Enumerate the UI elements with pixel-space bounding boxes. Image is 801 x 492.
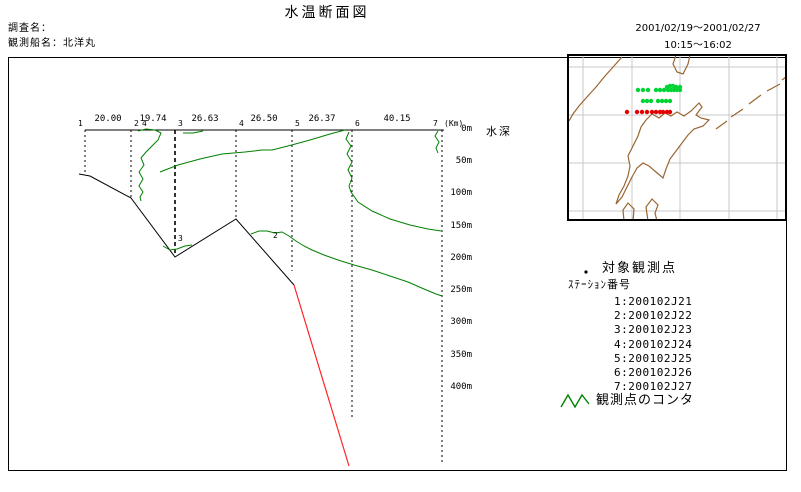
observation-date-range: 2001/02/19～2001/02/27 <box>635 23 761 34</box>
map-station-dot-green <box>645 87 651 93</box>
contour-value-label: 4 <box>142 119 147 128</box>
location-map <box>567 54 787 221</box>
segment-distance-label: 26.37 <box>308 114 336 124</box>
map-coastline <box>645 198 659 221</box>
depth-tick-label: 400m <box>450 382 472 392</box>
depth-tick-label: 250m <box>450 285 472 295</box>
depth-tick-label: 50m <box>455 156 472 166</box>
map-station-dot-green <box>640 98 646 104</box>
legend-station-number-label: ｽﾃｰｼｮﾝ番号 <box>568 278 631 291</box>
segment-distance-label: 40.15 <box>383 114 411 124</box>
map-station-dot-green <box>663 98 669 104</box>
map-station-dot-green <box>648 98 654 104</box>
map-coastline <box>672 54 691 75</box>
legend-station-id: 7:200102J27 <box>614 380 693 393</box>
map-coastline <box>615 102 711 205</box>
depth-tick-label: 0m <box>461 124 472 134</box>
map-station-dot-green <box>667 98 673 104</box>
station-number-label: 6 <box>355 119 360 128</box>
legend-contour-zigzag-icon <box>560 393 590 409</box>
temperature-contour-line <box>345 131 442 232</box>
temperature-contour-line <box>434 130 440 154</box>
map-station-dot-red <box>667 109 673 115</box>
station-number-label: 2 <box>134 119 139 128</box>
station-number-label: 5 <box>295 119 300 128</box>
survey-name-line: 調査名： <box>8 24 52 34</box>
map-station-dot-red <box>644 109 650 115</box>
map-station-dot-red <box>624 109 630 115</box>
page-title: 水温断面図 <box>284 5 370 21</box>
legend-station-id: 6:200102J26 <box>614 366 693 379</box>
depth-tick-label: 300m <box>450 317 472 327</box>
map-station-dot-green <box>659 98 665 104</box>
segment-distance-label: 19.74 <box>139 114 167 124</box>
map-station-dot-red <box>649 109 655 115</box>
observation-time-range: 10:15～16:02 <box>664 40 732 51</box>
contour-value-label: 3 <box>178 234 183 243</box>
map-station-dot-green <box>657 87 663 93</box>
segment-distance-label: 20.00 <box>94 114 122 124</box>
station-number-label: 1 <box>78 119 83 128</box>
map-station-dot-green <box>653 87 659 93</box>
station-number-label: 3 <box>178 119 183 128</box>
segment-distance-label: 26.50 <box>250 114 278 124</box>
red-extension-line <box>293 284 350 467</box>
legend-observation-points-label: 対象観測点 <box>602 261 678 276</box>
station-number-label: 4 <box>239 119 244 128</box>
vessel-name-line: 観測船名：北洋丸 <box>8 39 96 49</box>
map-coastline <box>730 108 744 118</box>
map-coastline <box>622 202 635 221</box>
temperature-contour-line <box>162 244 193 251</box>
segment-distance-label: 26.63 <box>191 114 219 124</box>
map-station-dot-green <box>644 98 650 104</box>
legend-graphics <box>560 270 590 409</box>
map-station-dot-green <box>635 87 641 93</box>
legend-station-id: 4:200102J24 <box>614 338 693 351</box>
legend-station-id: 2:200102J22 <box>614 309 693 322</box>
section-plot <box>78 128 444 467</box>
map-station-dot-green <box>677 84 683 90</box>
seafloor-profile-line <box>78 173 295 286</box>
survey-name-label: 調査名： <box>8 23 52 34</box>
temperature-contour-line <box>159 129 346 173</box>
station-number-label: 7 <box>433 119 438 128</box>
map-station-dot-red <box>653 109 659 115</box>
temperature-contour-line <box>250 230 443 297</box>
map-station-dot-red <box>660 109 666 115</box>
map-station-dot-red <box>639 109 645 115</box>
map-coastline <box>766 83 781 92</box>
map-station-dot-green <box>661 87 667 93</box>
map-station-dot-green <box>673 84 679 90</box>
depth-tick-label: 100m <box>450 188 472 198</box>
map-coastline <box>748 94 762 105</box>
map-coastline <box>568 56 623 122</box>
depth-tick-label: 350m <box>450 350 472 360</box>
distance-axis-unit: (Km) <box>444 119 464 128</box>
legend-contour-label: 観測点のコンタ <box>596 393 695 408</box>
temperature-contour-line <box>137 128 162 202</box>
map-station-dot-red <box>634 109 640 115</box>
legend-point-marker-dot <box>584 270 588 274</box>
depth-axis-title: 水深 <box>486 125 512 138</box>
map-station-dot-green <box>655 98 661 104</box>
contour-value-label: 2 <box>273 231 278 240</box>
legend-station-id: 3:200102J23 <box>614 323 693 336</box>
vessel-name-label: 観測船名： <box>8 38 63 49</box>
legend-station-id: 1:200102J21 <box>614 295 693 308</box>
vessel-name-value: 北洋丸 <box>63 38 96 49</box>
temperature-contour-line <box>183 130 204 134</box>
location-map-frame <box>567 54 787 221</box>
legend-station-id: 5:200102J25 <box>614 352 693 365</box>
map-coastline <box>715 120 728 130</box>
depth-tick-label: 150m <box>450 221 472 231</box>
plot-outer-frame <box>8 57 787 471</box>
map-station-dot-green <box>640 87 646 93</box>
depth-tick-label: 200m <box>450 253 472 263</box>
